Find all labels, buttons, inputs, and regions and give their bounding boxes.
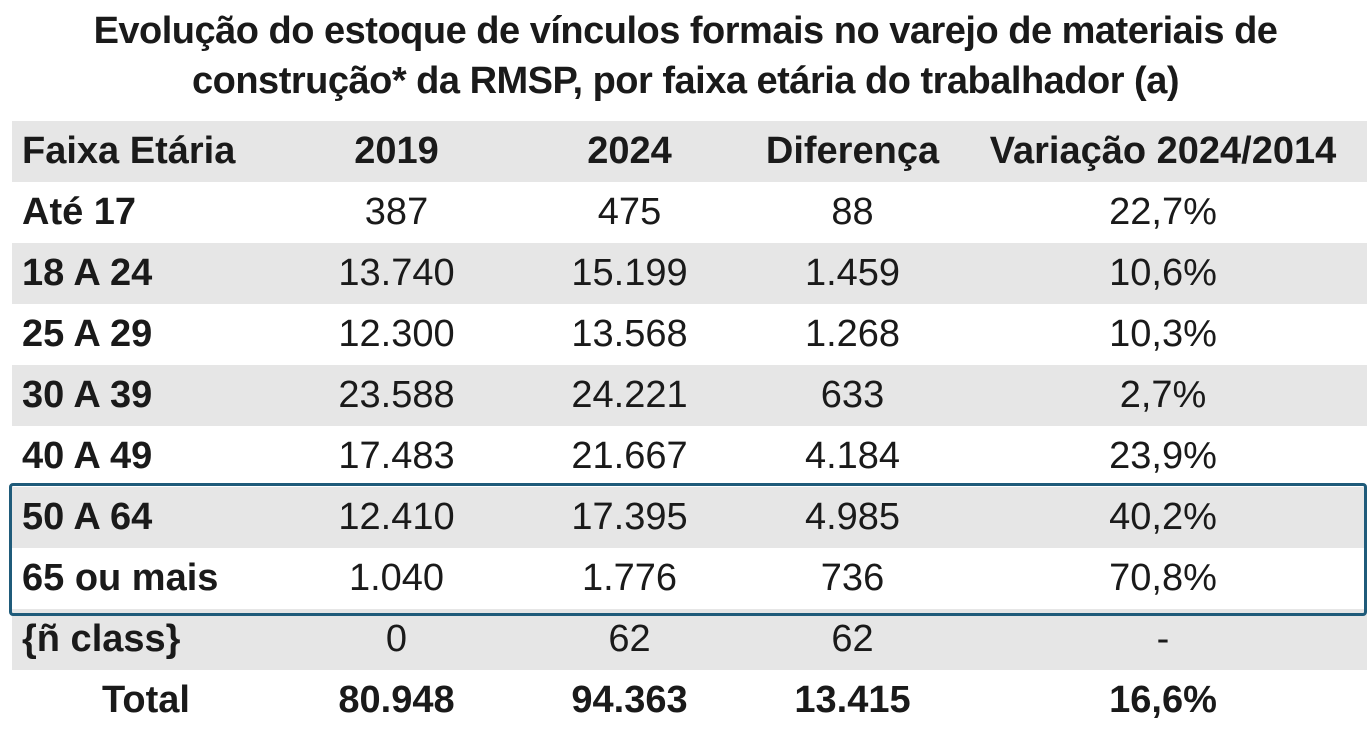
cell-2024: 24.221: [513, 365, 746, 426]
cell-2024: 1.776: [581, 557, 678, 599]
cell-2019: 1.040: [348, 557, 445, 599]
header-variacao: Variação 2024/2014: [959, 121, 1367, 182]
cell-2024: 62: [513, 609, 746, 670]
cell-diferenca: 736: [820, 557, 885, 599]
table-title: Evolução do estoque de vínculos formais …: [0, 6, 1371, 106]
row-label: 65 ou mais: [22, 557, 219, 599]
cell-variacao: 70,8%: [1109, 557, 1217, 599]
total-diferenca: 13.415: [794, 679, 911, 721]
cell-2019: 387: [364, 191, 429, 233]
age-group-table: Faixa Etária 2019 2024 Diferença Variaçã…: [12, 121, 1367, 731]
total-variacao: 16,6%: [1109, 679, 1217, 721]
header-2019: 2019: [280, 121, 513, 182]
cell-2019: 17.483: [338, 435, 455, 477]
cell-2019: 12.410: [280, 487, 513, 548]
header-2024: 2024: [513, 121, 746, 182]
cell-diferenca: 633: [746, 365, 959, 426]
cell-variacao: 10,6%: [959, 243, 1367, 304]
cell-2024: 475: [597, 191, 662, 233]
table-row: 50 A 64 12.410 17.395 4.985 40,2%: [12, 487, 1367, 548]
cell-variacao: -: [959, 609, 1367, 670]
cell-variacao: 2,7%: [959, 365, 1367, 426]
cell-2019: 13.740: [280, 243, 513, 304]
cell-diferenca: 62: [746, 609, 959, 670]
cell-diferenca: 1.268: [804, 313, 901, 355]
title-line-2: construção* da RMSP, por faixa etária do…: [192, 60, 1180, 102]
row-label: Até 17: [22, 191, 137, 233]
cell-variacao: 40,2%: [959, 487, 1367, 548]
cell-diferenca: 4.184: [804, 435, 901, 477]
table-row: {ñ class} 0 62 62 -: [12, 609, 1367, 670]
cell-2024: 15.199: [513, 243, 746, 304]
cell-2024: 13.568: [571, 313, 688, 355]
header-faixa-etaria: Faixa Etária: [12, 121, 280, 182]
cell-variacao: 23,9%: [1109, 435, 1217, 477]
header-row: Faixa Etária 2019 2024 Diferença Variaçã…: [12, 121, 1367, 182]
table-row: 18 A 24 13.740 15.199 1.459 10,6%: [12, 243, 1367, 304]
cell-2024: 17.395: [513, 487, 746, 548]
table-row: Até 17 387 475 88 22,7%: [12, 182, 1367, 243]
row-label: 40 A 49: [22, 435, 153, 477]
header-diferenca: Diferença: [746, 121, 959, 182]
cell-2019: 12.300: [338, 313, 455, 355]
cell-variacao: 22,7%: [1109, 191, 1217, 233]
row-label: {ñ class}: [12, 609, 280, 670]
cell-diferenca: 1.459: [746, 243, 959, 304]
row-label: 50 A 64: [12, 487, 280, 548]
cell-diferenca: 4.985: [746, 487, 959, 548]
total-label: Total: [102, 679, 190, 721]
total-2024: 94.363: [571, 679, 688, 721]
cell-2019: 23.588: [280, 365, 513, 426]
table-row: 30 A 39 23.588 24.221 633 2,7%: [12, 365, 1367, 426]
row-label: 30 A 39: [12, 365, 280, 426]
cell-variacao: 10,3%: [1109, 313, 1217, 355]
cell-2024: 21.667: [571, 435, 688, 477]
row-label: 25 A 29: [22, 313, 153, 355]
table-row: 65 ou mais 1.040 1.776 736 70,8%: [12, 548, 1367, 609]
table-row: 40 A 49 17.483 21.667 4.184 23,9%: [12, 426, 1367, 487]
title-line-1: Evolução do estoque de vínculos formais …: [93, 10, 1278, 52]
total-2019: 80.948: [338, 679, 455, 721]
total-row: Total 80.948 94.363 13.415 16,6%: [12, 670, 1367, 731]
table-row: 25 A 29 12.300 13.568 1.268 10,3%: [12, 304, 1367, 365]
cell-diferenca: 88: [831, 191, 874, 233]
row-label: 18 A 24: [12, 243, 280, 304]
cell-2019: 0: [280, 609, 513, 670]
